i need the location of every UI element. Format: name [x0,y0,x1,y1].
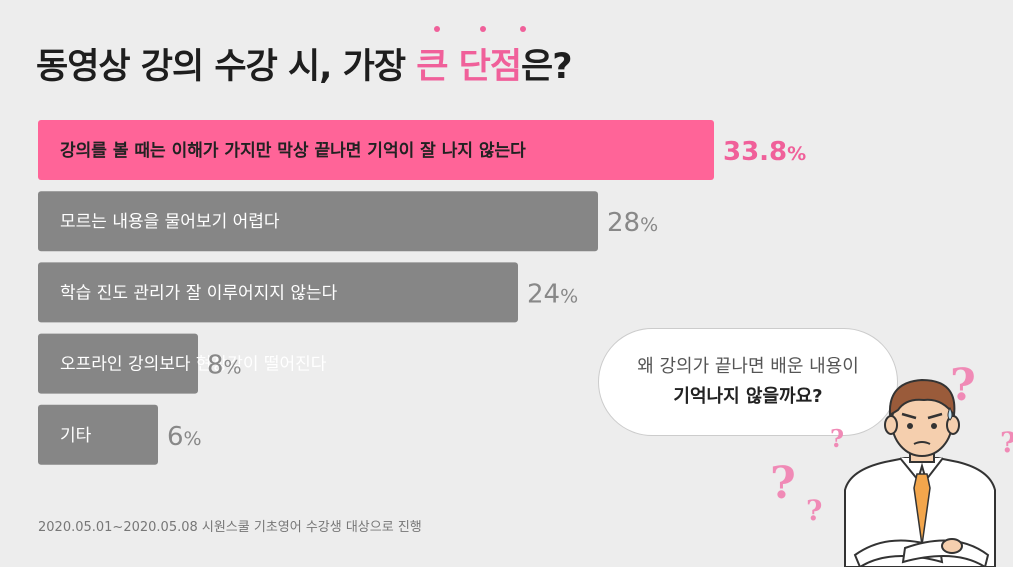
bar [38,120,714,180]
bubble-line-2: 기억나지 않을까요? [673,386,823,407]
emphasis-dot [520,26,526,32]
question-mark-icon: ? [806,494,823,527]
bar-label: 기타 [60,426,92,446]
bar-label: 강의를 볼 때는 이해가 가지만 막상 끝나면 기억이 잘 나지 않는다 [60,140,526,161]
bar [38,191,598,252]
question-mark-icon: ? [1000,426,1013,459]
emphasis-dot [480,26,486,32]
emphasis-dot [434,26,440,32]
confused-man-icon [844,378,996,567]
bar [38,262,518,323]
bubble-line-1: 왜 강의가 끝나면 배운 내용이 [637,356,859,377]
data-label: 6% [167,422,202,452]
bar [38,333,198,394]
title-prefix: 동영상 강의 수강 시, 가장 [36,47,417,87]
page-title: 동영상 강의 수강 시, 가장 큰 단점은? [36,38,573,89]
data-label: 28% [607,208,658,238]
bar [38,404,158,465]
question-mark-icon: ? [830,424,845,453]
data-label: 33.8% [723,137,806,167]
survey-footnote: 2020.05.01~2020.05.08 시원스쿨 기초영어 수강생 대상으로… [38,520,422,535]
data-label: 24% [527,279,578,309]
bar-label: 학습 진도 관리가 잘 이루어지지 않는다 [60,283,338,303]
question-mark-icon: ? [770,458,796,509]
title-highlight: 큰 단점 [416,47,522,87]
bar-label: 모르는 내용을 물어보기 어렵다 [60,212,280,232]
title-suffix: 은? [521,47,573,87]
speech-bubble: 왜 강의가 끝나면 배운 내용이 기억나지 않을까요? [598,328,898,436]
bar-label: 오프라인 강의보다 현장감이 떨어진다 [60,355,327,375]
